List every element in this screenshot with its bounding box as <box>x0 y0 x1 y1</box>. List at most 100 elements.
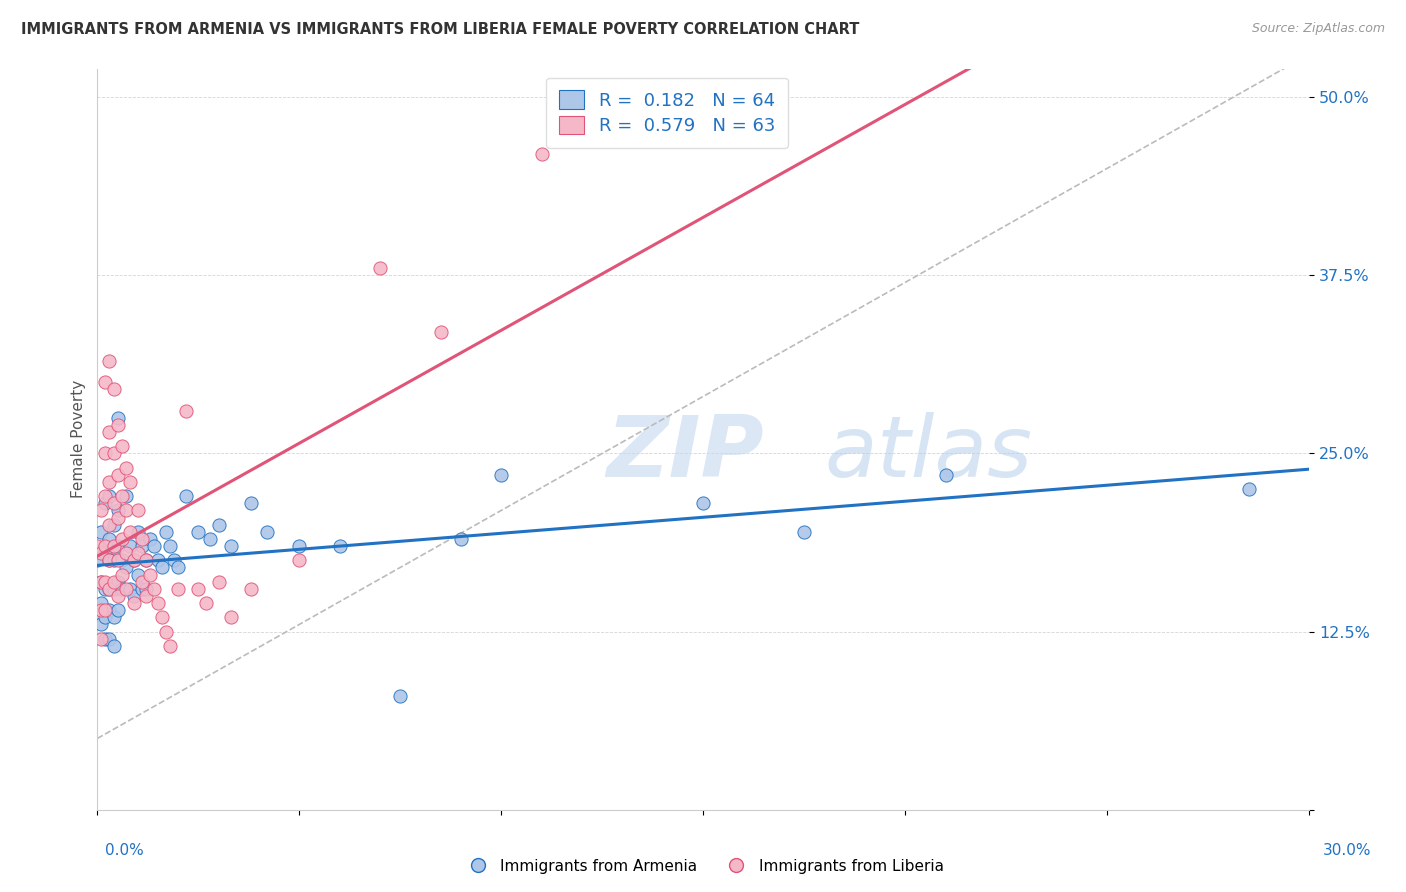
Point <box>239 582 262 596</box>
Text: IMMIGRANTS FROM ARMENIA VS IMMIGRANTS FROM LIBERIA FEMALE POVERTY CORRELATION CH: IMMIGRANTS FROM ARMENIA VS IMMIGRANTS FR… <box>21 22 859 37</box>
Point <box>389 689 412 703</box>
Legend: Immigrants from Armenia, Immigrants from Liberia: Immigrants from Armenia, Immigrants from… <box>456 853 950 880</box>
Point <box>288 539 311 553</box>
Point <box>219 539 242 553</box>
Text: atlas: atlas <box>824 412 1032 495</box>
Point <box>94 546 117 560</box>
Point <box>368 261 391 276</box>
Point <box>118 539 141 553</box>
Point <box>98 553 121 567</box>
Point <box>200 532 222 546</box>
Point <box>107 510 129 524</box>
Point <box>131 532 153 546</box>
Point <box>94 582 117 596</box>
Point <box>159 639 181 653</box>
Point <box>288 553 311 567</box>
Point <box>90 632 112 646</box>
Point <box>139 532 162 546</box>
Point <box>187 524 209 539</box>
Point <box>90 574 112 589</box>
Point <box>146 596 169 610</box>
Point <box>98 532 121 546</box>
Point <box>107 589 129 603</box>
Point <box>135 589 157 603</box>
Point <box>90 574 112 589</box>
Point <box>142 539 165 553</box>
Point <box>174 403 197 417</box>
Point <box>155 624 177 639</box>
Point <box>103 382 125 396</box>
Point <box>90 617 112 632</box>
Point <box>90 503 112 517</box>
Point <box>86 539 108 553</box>
Point <box>118 524 141 539</box>
Point <box>94 539 117 553</box>
Point <box>98 582 121 596</box>
Point <box>329 539 352 553</box>
Point <box>491 467 513 482</box>
Point <box>219 610 242 624</box>
Point <box>98 475 121 489</box>
Point <box>107 553 129 567</box>
Point <box>139 567 162 582</box>
Point <box>103 574 125 589</box>
Point <box>94 610 117 624</box>
Point <box>118 582 141 596</box>
Point <box>131 582 153 596</box>
Point <box>135 553 157 567</box>
Point <box>94 375 117 389</box>
Point <box>114 546 136 560</box>
Point <box>110 553 132 567</box>
Point <box>107 417 129 432</box>
Point <box>429 325 451 339</box>
Point <box>110 567 132 582</box>
Point <box>94 446 117 460</box>
Point <box>122 596 145 610</box>
Point <box>122 553 145 567</box>
Point <box>86 553 108 567</box>
Point <box>103 639 125 653</box>
Point <box>98 582 121 596</box>
Point <box>142 582 165 596</box>
Point <box>110 439 132 453</box>
Point <box>103 539 125 553</box>
Point <box>103 582 125 596</box>
Point <box>135 553 157 567</box>
Point <box>107 539 129 553</box>
Point <box>110 489 132 503</box>
Point <box>450 532 472 546</box>
Point <box>187 582 209 596</box>
Point <box>692 496 714 510</box>
Point <box>114 489 136 503</box>
Point <box>110 532 132 546</box>
Point <box>127 546 149 560</box>
Point <box>90 596 112 610</box>
Point <box>103 517 125 532</box>
Point <box>110 582 132 596</box>
Point <box>122 553 145 567</box>
Point <box>90 546 112 560</box>
Point <box>103 496 125 510</box>
Y-axis label: Female Poverty: Female Poverty <box>72 380 86 499</box>
Point <box>127 567 149 582</box>
Point <box>167 582 190 596</box>
Point <box>98 603 121 617</box>
Point <box>103 446 125 460</box>
Text: ZIP: ZIP <box>606 412 763 495</box>
Point <box>530 147 553 161</box>
Point <box>174 489 197 503</box>
Point <box>114 560 136 574</box>
Point <box>195 596 218 610</box>
Point <box>98 632 121 646</box>
Point <box>107 603 129 617</box>
Point <box>114 582 136 596</box>
Point <box>114 460 136 475</box>
Point <box>90 524 112 539</box>
Point <box>256 524 278 539</box>
Point <box>94 574 117 589</box>
Text: 30.0%: 30.0% <box>1323 843 1371 858</box>
Point <box>98 425 121 439</box>
Point <box>94 489 117 503</box>
Point <box>155 524 177 539</box>
Legend: R =  0.182   N = 64, R =  0.579   N = 63: R = 0.182 N = 64, R = 0.579 N = 63 <box>547 78 787 148</box>
